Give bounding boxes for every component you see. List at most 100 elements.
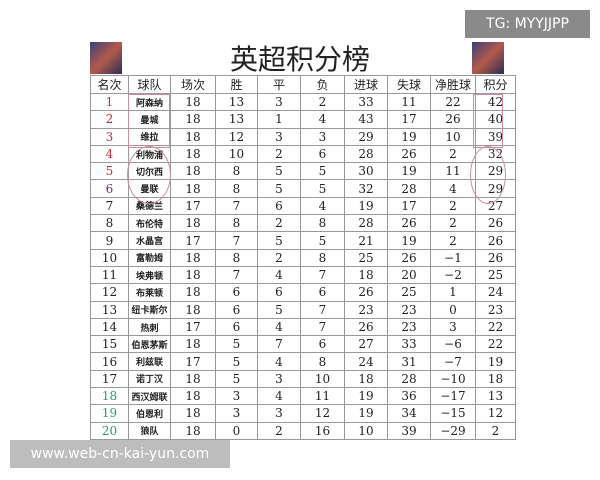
stat-cell: 5 bbox=[300, 179, 345, 198]
stat-cell: 2 bbox=[300, 92, 345, 112]
stat-cell: −15 bbox=[430, 404, 476, 423]
stat-cell: 10 bbox=[300, 369, 345, 389]
stat-cell: 2 bbox=[430, 214, 476, 233]
stat-cell: −10 bbox=[430, 369, 476, 389]
stat-cell: 18 bbox=[344, 369, 388, 389]
stat-cell: 26 bbox=[387, 214, 431, 233]
rank-cell: 16 bbox=[90, 352, 129, 371]
stat-cell: 6 bbox=[300, 144, 345, 164]
stat-cell: 0 bbox=[215, 421, 258, 440]
stat-cell: 34 bbox=[387, 404, 431, 423]
column-header: 积分 bbox=[475, 75, 516, 94]
stat-cell: −17 bbox=[430, 387, 476, 406]
rank-cell: 18 bbox=[90, 387, 129, 406]
stat-cell: 0 bbox=[430, 300, 476, 319]
stat-cell: 17 bbox=[387, 196, 431, 216]
table-row: 2 曼城 18 13 1 4 43 17 26 40 bbox=[90, 110, 516, 129]
table-row: 10 富勒姆 18 8 2 8 25 26 −1 26 bbox=[90, 248, 516, 267]
team-cell: 布莱顿 bbox=[128, 283, 171, 302]
stat-cell: 6 bbox=[300, 283, 345, 302]
stat-cell: 18 bbox=[344, 265, 388, 285]
stat-cell: 18 bbox=[170, 404, 216, 423]
stat-cell: 3 bbox=[257, 127, 301, 146]
stat-cell: 13 bbox=[215, 92, 258, 112]
stat-cell: 32 bbox=[344, 179, 388, 198]
stat-cell: 10 bbox=[430, 127, 476, 146]
stat-cell: 27 bbox=[344, 335, 388, 354]
stat-cell: 2 bbox=[475, 421, 516, 440]
stat-cell: 26 bbox=[344, 317, 388, 337]
column-header: 进球 bbox=[344, 75, 388, 94]
stat-cell: 4 bbox=[257, 352, 301, 371]
stat-cell: 22 bbox=[430, 92, 476, 112]
stat-cell: 7 bbox=[300, 265, 345, 285]
stat-cell: 19 bbox=[344, 387, 388, 406]
stat-cell: 17 bbox=[170, 196, 216, 216]
stat-cell: 18 bbox=[170, 162, 216, 181]
stat-cell: 4 bbox=[257, 317, 301, 337]
stat-cell: 19 bbox=[387, 127, 431, 146]
table-row: 16 利兹联 17 5 4 8 24 31 −7 19 bbox=[90, 352, 516, 371]
rank-cell: 17 bbox=[90, 369, 129, 389]
stat-cell: 28 bbox=[387, 369, 431, 389]
stat-cell: 7 bbox=[215, 265, 258, 285]
stat-cell: 4 bbox=[300, 196, 345, 216]
rank-cell: 3 bbox=[90, 127, 129, 146]
stat-cell: −2 bbox=[430, 265, 476, 285]
stat-cell: 5 bbox=[300, 231, 345, 250]
team-cell: 热刺 bbox=[128, 317, 171, 337]
url-watermark: www.web-cn-kai-yun.com bbox=[10, 440, 230, 468]
stat-cell: 23 bbox=[344, 300, 388, 319]
stat-cell: 7 bbox=[300, 300, 345, 319]
points-circle bbox=[470, 146, 506, 204]
stat-cell: 20 bbox=[387, 265, 431, 285]
stat-cell: 2 bbox=[257, 144, 301, 164]
stat-cell: 2 bbox=[430, 196, 476, 216]
table-row: 20 狼队 18 0 2 16 10 39 −29 2 bbox=[90, 421, 516, 440]
stat-cell: 26 bbox=[387, 248, 431, 267]
stat-cell: 21 bbox=[344, 231, 388, 250]
stat-cell: 7 bbox=[215, 231, 258, 250]
stat-cell: 13 bbox=[475, 387, 516, 406]
stat-cell: 2 bbox=[430, 144, 476, 164]
stat-cell: 26 bbox=[475, 214, 516, 233]
stat-cell: 4 bbox=[257, 265, 301, 285]
stat-cell: 31 bbox=[387, 352, 431, 371]
table-row: 19 伯恩利 18 3 3 12 19 34 −15 12 bbox=[90, 404, 516, 423]
stat-cell: 2 bbox=[257, 248, 301, 267]
rank-cell: 9 bbox=[90, 231, 129, 250]
stat-cell: 5 bbox=[215, 335, 258, 354]
stat-cell: 22 bbox=[475, 335, 516, 354]
stat-cell: 8 bbox=[215, 214, 258, 233]
table-row: 15 伯恩茅斯 18 5 7 6 27 33 −6 22 bbox=[90, 335, 516, 354]
team-cell: 布伦特 bbox=[128, 214, 171, 233]
stat-cell: 5 bbox=[300, 162, 345, 181]
stat-cell: 18 bbox=[170, 300, 216, 319]
stat-cell: 5 bbox=[215, 369, 258, 389]
tg-label: TG: MYYJJPP bbox=[465, 10, 590, 38]
stat-cell: 23 bbox=[387, 317, 431, 337]
stat-cell: −6 bbox=[430, 335, 476, 354]
stat-cell: 2 bbox=[257, 214, 301, 233]
stat-cell: 19 bbox=[344, 196, 388, 216]
rank-cell: 5 bbox=[90, 162, 129, 181]
stat-cell: 6 bbox=[300, 335, 345, 354]
rank-cell: 11 bbox=[90, 265, 129, 285]
stat-cell: 7 bbox=[257, 335, 301, 354]
stat-cell: 25 bbox=[475, 265, 516, 285]
stat-cell: 6 bbox=[257, 196, 301, 216]
column-header: 场次 bbox=[170, 75, 216, 94]
stat-cell: 43 bbox=[344, 110, 388, 129]
team-circle bbox=[127, 146, 171, 204]
stat-cell: 28 bbox=[344, 214, 388, 233]
stat-cell: 12 bbox=[300, 404, 345, 423]
stat-cell: 4 bbox=[300, 110, 345, 129]
stat-cell: 3 bbox=[430, 317, 476, 337]
stat-cell: 3 bbox=[257, 369, 301, 389]
rank-cell: 13 bbox=[90, 300, 129, 319]
stat-cell: 3 bbox=[257, 404, 301, 423]
rank-cell: 14 bbox=[90, 317, 129, 337]
avatar-left bbox=[90, 42, 122, 74]
stat-cell: 3 bbox=[300, 127, 345, 146]
team-cell: 伯恩利 bbox=[128, 404, 171, 423]
